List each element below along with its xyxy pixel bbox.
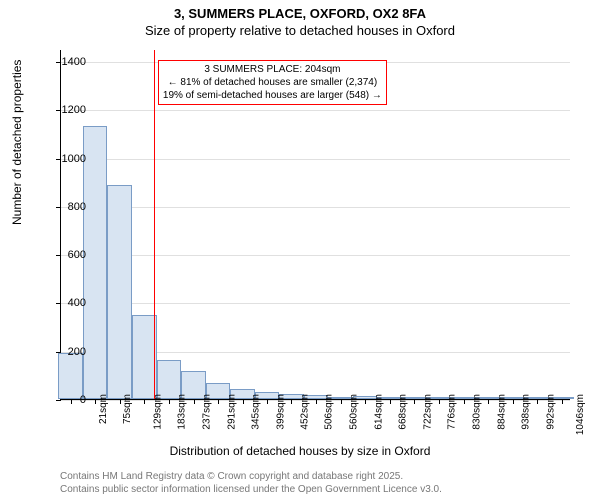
histogram-bar — [83, 126, 108, 399]
x-tick-mark — [144, 399, 145, 404]
title-address: 3, SUMMERS PLACE, OXFORD, OX2 8FA — [0, 6, 600, 23]
x-tick-mark — [194, 399, 195, 404]
x-tick-mark — [488, 399, 489, 404]
x-axis-label: Distribution of detached houses by size … — [0, 444, 600, 458]
annotation-line: 19% of semi-detached houses are larger (… — [163, 89, 382, 102]
histogram-bar — [58, 353, 83, 399]
gridline — [61, 159, 570, 160]
x-tick-label: 668sqm — [398, 394, 409, 430]
x-tick-mark — [95, 399, 96, 404]
x-tick-mark — [341, 399, 342, 404]
x-tick-mark — [562, 399, 563, 404]
x-tick-mark — [464, 399, 465, 404]
y-tick-label: 0 — [46, 394, 86, 406]
x-tick-label: 399sqm — [275, 394, 286, 430]
annotation-box: 3 SUMMERS PLACE: 204sqm← 81% of detached… — [158, 60, 387, 105]
x-tick-label: 1046sqm — [575, 394, 586, 435]
x-tick-mark — [291, 399, 292, 404]
y-tick-label: 400 — [46, 297, 86, 309]
gridline — [61, 303, 570, 304]
title-subtitle: Size of property relative to detached ho… — [0, 23, 600, 40]
x-tick-label: 75sqm — [122, 394, 133, 424]
x-tick-label: 21sqm — [98, 394, 109, 424]
x-tick-mark — [439, 399, 440, 404]
annotation-line: 3 SUMMERS PLACE: 204sqm — [163, 63, 382, 76]
y-axis-label: Number of detached properties — [10, 60, 24, 225]
x-tick-label: 345sqm — [251, 394, 262, 430]
x-tick-label: 830sqm — [472, 394, 483, 430]
x-tick-mark — [243, 399, 244, 404]
y-tick-label: 1200 — [46, 104, 86, 116]
x-tick-mark — [169, 399, 170, 404]
footer-line2: Contains public sector information licen… — [60, 484, 442, 497]
gridline — [61, 110, 570, 111]
x-tick-label: 776sqm — [447, 394, 458, 430]
y-tick-label: 1400 — [46, 56, 86, 68]
y-tick-label: 1000 — [46, 153, 86, 165]
x-tick-mark — [316, 399, 317, 404]
x-tick-mark — [218, 399, 219, 404]
reference-line — [154, 50, 155, 399]
footer-line1: Contains HM Land Registry data © Crown c… — [60, 471, 442, 484]
x-tick-mark — [390, 399, 391, 404]
x-tick-label: 452sqm — [299, 394, 310, 430]
x-tick-label: 722sqm — [422, 394, 433, 430]
x-tick-mark — [365, 399, 366, 404]
title-block: 3, SUMMERS PLACE, OXFORD, OX2 8FA Size o… — [0, 0, 600, 40]
histogram-bar — [107, 185, 132, 399]
chart-container: 3, SUMMERS PLACE, OXFORD, OX2 8FA Size o… — [0, 0, 600, 500]
footer-attribution: Contains HM Land Registry data © Crown c… — [60, 471, 442, 496]
x-tick-mark — [414, 399, 415, 404]
x-tick-label: 183sqm — [177, 394, 188, 430]
y-tick-label: 200 — [46, 346, 86, 358]
x-tick-mark — [267, 399, 268, 404]
y-tick-label: 600 — [46, 249, 86, 261]
x-tick-label: 129sqm — [152, 394, 163, 430]
x-tick-mark — [120, 399, 121, 404]
x-tick-label: 614sqm — [373, 394, 384, 430]
x-tick-label: 938sqm — [521, 394, 532, 430]
annotation-line: ← 81% of detached houses are smaller (2,… — [163, 76, 382, 89]
gridline — [61, 255, 570, 256]
y-tick-label: 800 — [46, 201, 86, 213]
x-tick-label: 884sqm — [496, 394, 507, 430]
x-tick-label: 992sqm — [545, 394, 556, 430]
x-tick-mark — [537, 399, 538, 404]
x-tick-label: 291sqm — [226, 394, 237, 430]
gridline — [61, 207, 570, 208]
x-tick-label: 506sqm — [324, 394, 335, 430]
x-tick-label: 237sqm — [201, 394, 212, 430]
plot-area: 21sqm75sqm129sqm183sqm237sqm291sqm345sqm… — [60, 50, 570, 400]
x-tick-mark — [513, 399, 514, 404]
x-tick-label: 560sqm — [349, 394, 360, 430]
